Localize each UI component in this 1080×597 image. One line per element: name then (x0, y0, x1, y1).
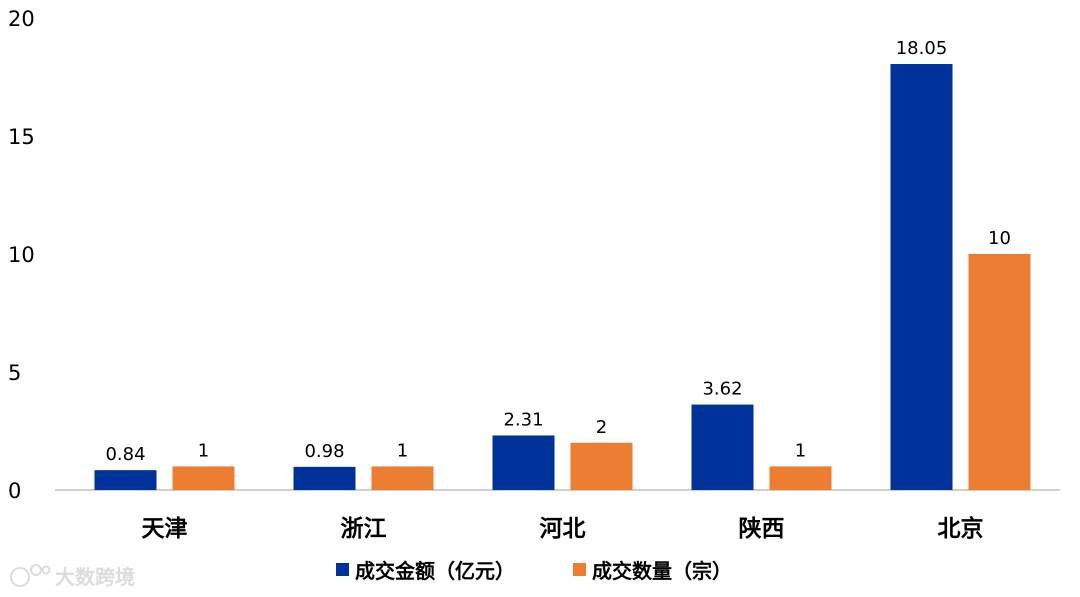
bar-count-0 (172, 466, 235, 490)
bar-amount-0 (94, 470, 157, 490)
data-label-amount-1: 0.98 (304, 441, 344, 462)
watermark-text: 大数跨境 (55, 565, 135, 589)
data-label-count-1: 1 (397, 440, 408, 461)
legend-label-count: 成交数量（宗） (592, 559, 732, 583)
y-tick-label: 15 (8, 125, 35, 149)
bar-count-2 (570, 442, 633, 490)
bars: 0.84 1 0.98 1 2.31 2 3.62 1 18.05 10 (94, 38, 1031, 491)
data-label-count-4: 10 (988, 228, 1011, 249)
watermark: 大数跨境 (10, 564, 135, 589)
data-label-amount-4: 18.05 (896, 38, 948, 59)
y-axis: 0 5 10 15 20 (8, 7, 35, 503)
legend-swatch-count (573, 563, 586, 576)
x-axis-labels: 天津 浙江 河北 陕西 北京 (142, 515, 984, 542)
bar-amount-2 (492, 435, 555, 490)
data-label-amount-2: 2.31 (503, 409, 543, 430)
y-tick-label: 10 (8, 243, 35, 267)
x-tick-label: 河北 (540, 516, 586, 542)
bar-count-1 (371, 466, 434, 490)
data-label-count-0: 1 (198, 440, 209, 461)
data-label-count-3: 1 (795, 440, 806, 461)
bar-amount-3 (691, 404, 754, 490)
data-label-count-2: 2 (596, 417, 607, 438)
y-tick-label: 5 (8, 361, 21, 385)
legend: 成交金额（亿元） 成交数量（宗） (336, 559, 732, 583)
bar-amount-1 (293, 466, 356, 490)
legend-swatch-amount (336, 563, 349, 576)
legend-label-amount: 成交金额（亿元） (355, 559, 515, 583)
x-tick-label: 天津 (142, 515, 188, 542)
bar-amount-4 (890, 64, 953, 491)
data-label-amount-0: 0.84 (105, 444, 145, 465)
bar-count-3 (769, 466, 832, 490)
data-label-amount-3: 3.62 (702, 379, 742, 400)
bar-count-4 (968, 254, 1031, 490)
x-tick-label: 浙江 (341, 516, 387, 542)
x-tick-label: 北京 (938, 515, 984, 542)
logo-icon (10, 564, 51, 587)
y-tick-label: 0 (8, 479, 21, 503)
y-tick-label: 20 (8, 7, 35, 31)
x-tick-label: 陕西 (739, 515, 785, 542)
